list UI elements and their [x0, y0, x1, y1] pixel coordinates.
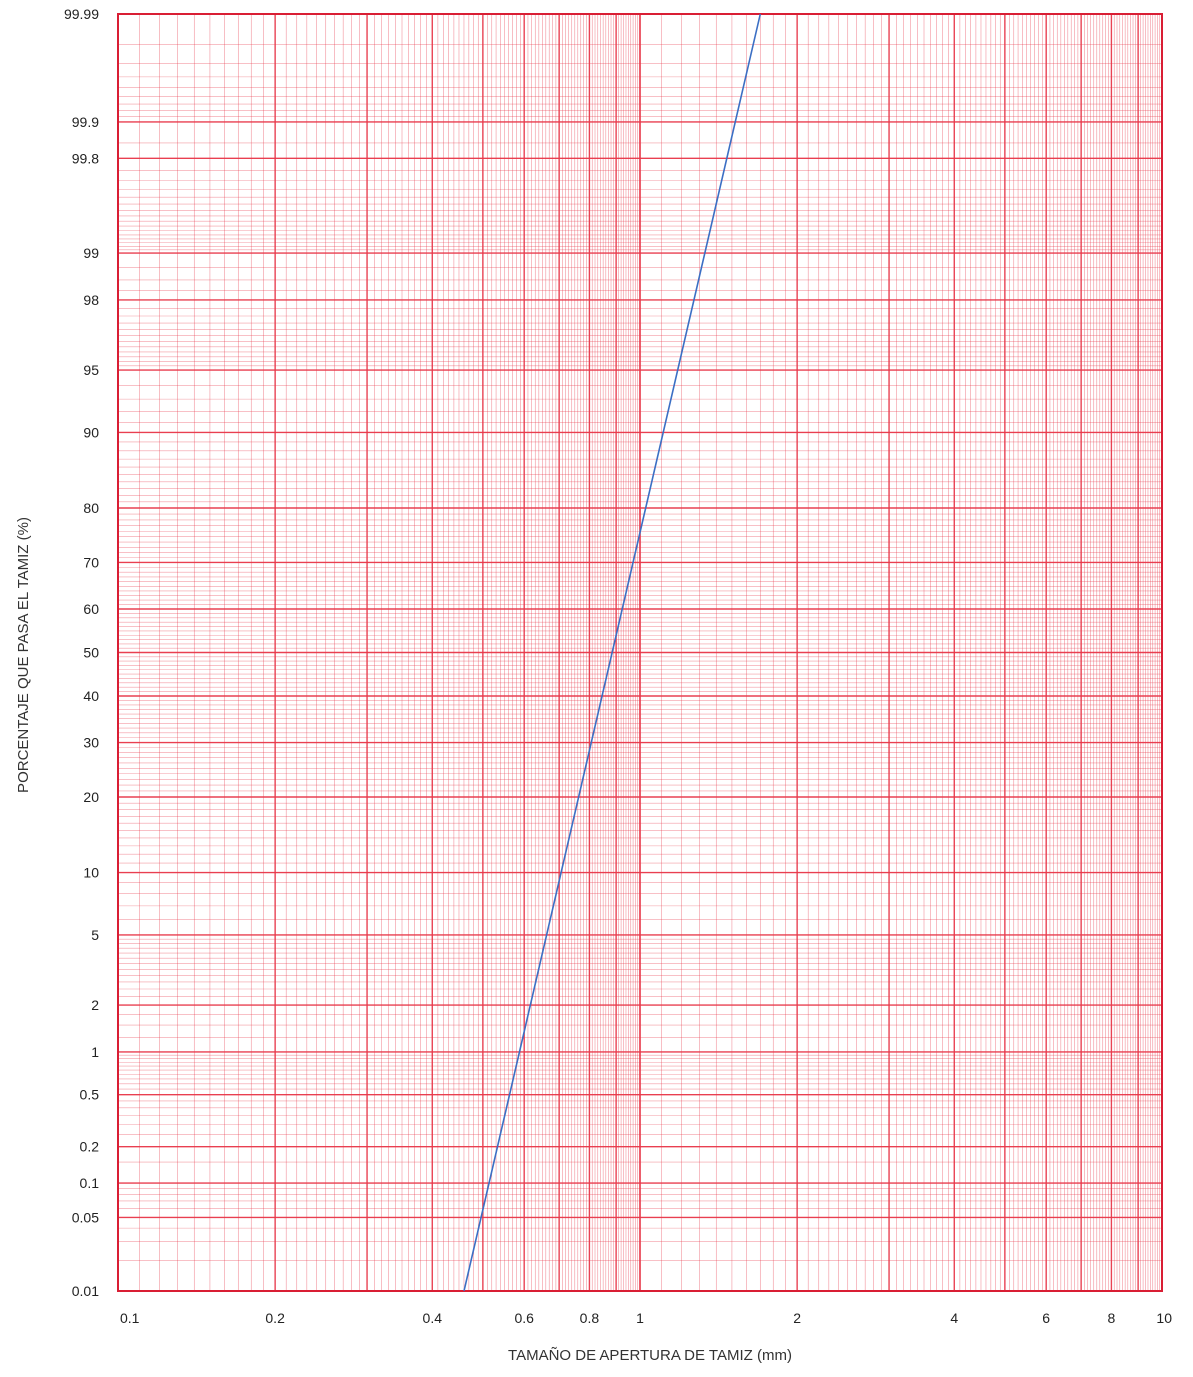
x-tick-label: 10 [1156, 1310, 1172, 1326]
y-tick-label: 0.01 [72, 1283, 99, 1299]
y-tick-label: 0.2 [80, 1139, 100, 1155]
y-tick-label: 1 [91, 1044, 99, 1060]
x-axis-title: TAMAÑO DE APERTURA DE TAMIZ (mm) [508, 1347, 792, 1364]
y-tick-label: 0.1 [80, 1175, 100, 1191]
plot-frame [117, 13, 1163, 1292]
y-tick-label: 40 [83, 688, 99, 704]
y-tick-label: 99 [83, 245, 99, 261]
x-tick-label: 2 [793, 1310, 801, 1326]
x-tick-labels: 0.1 0.2 0.4 0.6 0.8 1 2 4 6 8 10 [120, 1310, 1172, 1326]
y-tick-label: 98 [83, 292, 99, 308]
x-tick-label: 4 [950, 1310, 958, 1326]
y-tick-label: 30 [83, 735, 99, 751]
grid-layer [117, 13, 1163, 1292]
y-tick-label: 5 [91, 927, 99, 943]
y-axis-title: PORCENTAJE QUE PASA EL TAMIZ (%) [15, 517, 32, 793]
y-tick-label: 95 [83, 362, 99, 378]
y-tick-label: 10 [83, 865, 99, 881]
x-tick-label: 8 [1108, 1310, 1116, 1326]
x-tick-label: 0.6 [514, 1310, 534, 1326]
y-tick-label: 2 [91, 997, 99, 1013]
y-tick-label: 60 [83, 601, 99, 617]
y-tick-label: 99.8 [72, 150, 99, 166]
y-tick-labels: 99.99 99.9 99.8 99 98 95 90 80 70 60 50 40 30 20 10 5 2 1… [64, 6, 99, 1299]
x-tick-label: 6 [1042, 1310, 1050, 1326]
y-tick-label: 20 [83, 789, 99, 805]
y-tick-label: 80 [83, 500, 99, 516]
y-tick-label: 99.9 [72, 114, 99, 130]
y-tick-label: 99.99 [64, 6, 99, 22]
y-tick-label: 90 [83, 424, 99, 440]
series-line [463, 13, 762, 1292]
series-layer [463, 13, 762, 1292]
x-tick-label: 0.4 [423, 1310, 443, 1326]
x-tick-label: 0.8 [580, 1310, 600, 1326]
y-tick-label: 70 [83, 554, 99, 570]
y-tick-label: 0.5 [80, 1087, 100, 1103]
x-tick-label: 0.1 [120, 1310, 140, 1326]
y-tick-label: 50 [83, 645, 99, 661]
y-tick-label: 0.05 [72, 1209, 99, 1225]
x-tick-label: 1 [636, 1310, 644, 1326]
x-tick-label: 0.2 [265, 1310, 285, 1326]
